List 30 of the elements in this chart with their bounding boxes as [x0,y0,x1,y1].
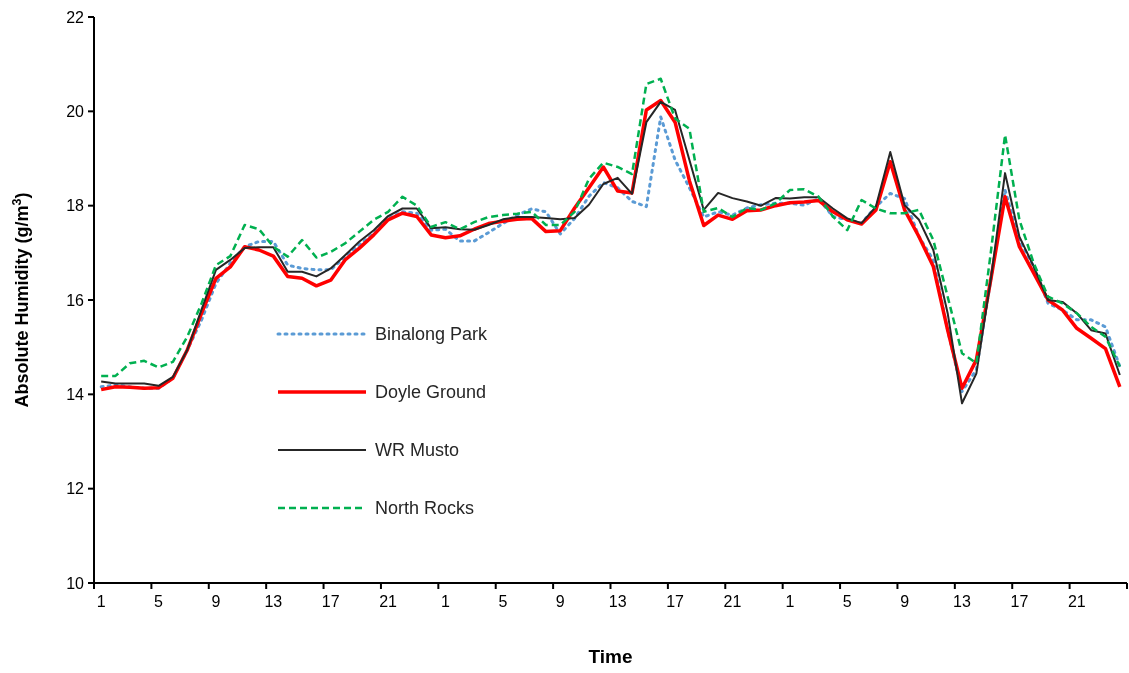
legend-label: North Rocks [375,498,475,519]
y-tick-label: 10 [66,574,85,592]
y-tick-label: 14 [66,385,85,403]
y-tick-label: 22 [66,8,85,26]
x-tick-label: 17 [1010,593,1029,610]
x-tick-label: 21 [1067,593,1086,610]
x-tick-label: 1 [96,593,106,610]
x-tick-label: 9 [900,593,910,610]
legend-label: Binalong Park [375,324,489,345]
x-tick-label: 9 [211,593,221,610]
y-tick-label: 12 [66,480,85,498]
x-axis-title: Time [588,646,633,667]
y-tick-label: 16 [66,291,85,309]
x-tick-label: 9 [555,593,565,610]
y-tick-label: 18 [66,197,85,215]
x-tick-label: 17 [666,593,685,610]
x-tick-label: 5 [154,593,164,610]
x-tick-label: 1 [785,593,795,610]
x-tick-label: 13 [953,593,972,610]
x-tick-label: 1 [441,593,451,610]
x-tick-label: 21 [379,593,398,610]
x-tick-label: 5 [498,593,508,610]
x-tick-label: 5 [842,593,852,610]
legend-label: WR Musto [375,440,460,461]
legend-label: Doyle Ground [375,382,487,403]
y-tick-label: 20 [66,102,85,120]
x-tick-label: 13 [264,593,283,610]
x-tick-label: 21 [723,593,742,610]
x-tick-label: 13 [608,593,627,610]
x-tick-label: 17 [321,593,340,610]
